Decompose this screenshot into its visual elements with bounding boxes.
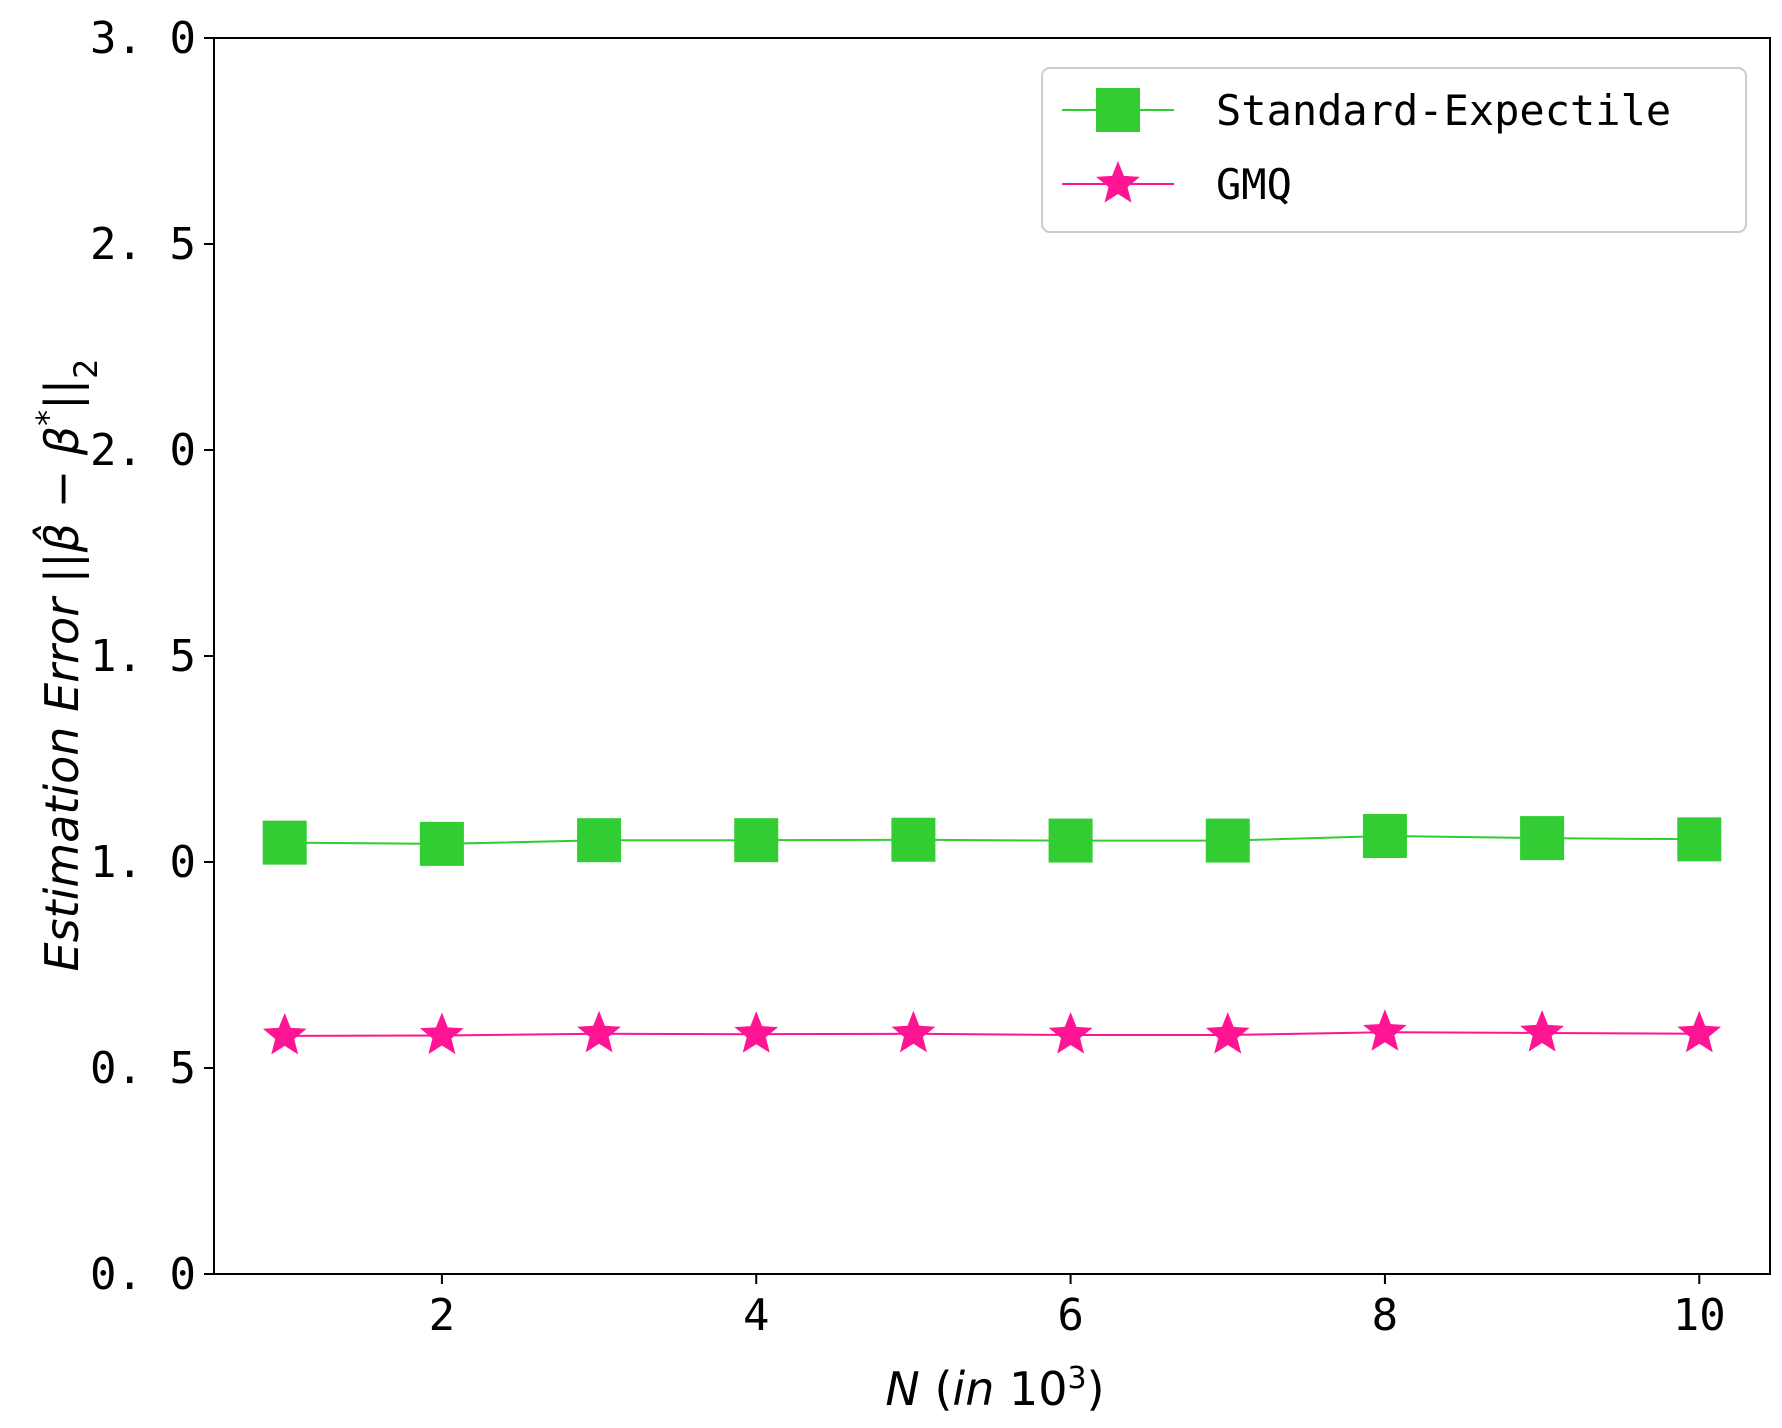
legend-marker-standard-expectile [1096,88,1140,132]
legend: Standard-Expectile GMQ [1041,67,1747,233]
data-point-standard-expectile [262,820,307,865]
series-line-gmq [284,1031,1700,1037]
y-tick-label: 3. 0 [90,13,196,64]
x-axis-label: N (in 103) [885,1361,1104,1417]
data-point-standard-expectile [1362,814,1407,859]
data-point-standard-expectile [577,818,622,863]
y-tick-label: 2. 0 [90,425,196,476]
data-point-standard-expectile [891,817,936,862]
x-tick-label: 6 [1057,1290,1084,1341]
y-tick-label: 1. 0 [90,837,196,888]
x-tick-label: 8 [1372,1290,1399,1341]
data-point-standard-expectile [1205,818,1250,863]
plot-frame [213,37,1771,1275]
legend-item-gmq: GMQ [1062,160,1292,209]
data-point-gmq [262,1012,307,1055]
x-tick-label: 4 [743,1290,770,1341]
legend-marker-gmq [1096,161,1140,203]
data-point-standard-expectile [1677,817,1722,862]
data-point-standard-expectile [1048,818,1093,863]
data-point-gmq [1363,1009,1407,1051]
plot-area [262,814,1722,1055]
legend-item-standard-expectile: Standard-Expectile [1062,86,1671,135]
data-point-gmq [577,1010,621,1053]
legend-label-standard-expectile: Standard-Expectile [1216,86,1671,135]
data-point-gmq [1205,1012,1250,1054]
y-axis: 0. 0 0. 5 1. 0 1. 5 2. 0 2. 5 3. 0 [90,13,214,1300]
data-point-gmq [420,1012,464,1055]
y-tick-label: 1. 5 [90,631,196,682]
x-axis: 2 4 6 8 10 [429,1274,1726,1341]
x-tick-label: 2 [429,1290,456,1341]
data-point-gmq [1677,1010,1722,1053]
series-standard-expectile [262,814,1722,866]
legend-label-gmq: GMQ [1216,160,1292,209]
data-point-standard-expectile [734,818,779,863]
y-tick-label: 2. 5 [90,219,196,270]
data-point-gmq [891,1010,936,1053]
x-tick-label: 10 [1673,1290,1726,1341]
data-point-gmq [1048,1012,1093,1054]
series-line-standard-expectile [284,834,1700,845]
y-tick-label: 0. 0 [90,1249,196,1300]
series-gmq [262,1009,1722,1055]
legend-box [1041,67,1747,233]
data-point-standard-expectile [1520,816,1565,861]
data-point-gmq [734,1011,779,1053]
y-tick-label: 0. 5 [90,1043,196,1094]
data-point-standard-expectile [419,821,464,866]
data-point-gmq [1520,1010,1564,1052]
